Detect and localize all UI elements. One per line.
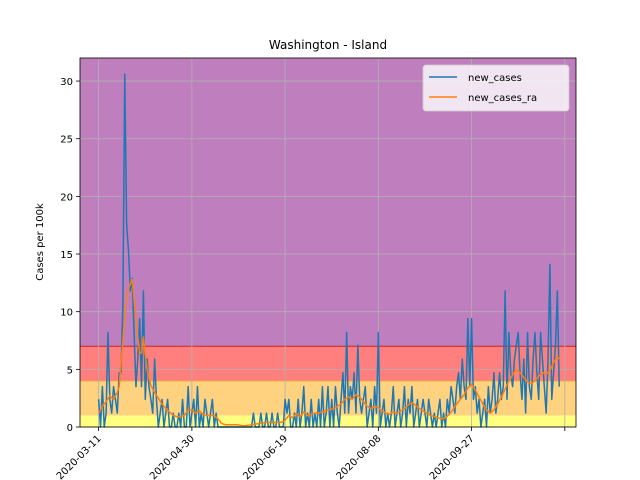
y-tick-label-4: 20 [60, 192, 73, 203]
y-tick-label-2: 10 [60, 308, 73, 319]
x-tick-label-1: 2020-04-30 [148, 433, 197, 480]
chart-title: Washington - Island [269, 38, 387, 52]
series-line-new_cases_ra [97, 278, 560, 427]
legend-label-new_cases: new_cases [468, 73, 522, 84]
legend: new_cases new_cases_ra [422, 64, 570, 112]
x-tick-label-2: 2020-06-19 [241, 433, 290, 480]
y-tick-label-1: 5 [67, 365, 73, 376]
x-tick-label-3: 2020-08-08 [335, 433, 384, 480]
y-tick-label-6: 30 [60, 77, 73, 88]
legend-label-new_cases_ra: new_cases_ra [468, 93, 537, 104]
plot-frame [79, 57, 577, 428]
risk-band-0 [80, 415, 576, 427]
legend-box [422, 64, 570, 112]
y-tick-label-5: 25 [60, 135, 73, 146]
y-axis-label: Cases per 100k [35, 203, 46, 281]
y-tick-label-0: 0 [67, 423, 73, 434]
x-tick-label-4: 2020-09-27 [428, 433, 477, 480]
y-tick-label-3: 15 [60, 250, 73, 261]
x-tick-label-0: 2020-03-11 [55, 433, 104, 480]
